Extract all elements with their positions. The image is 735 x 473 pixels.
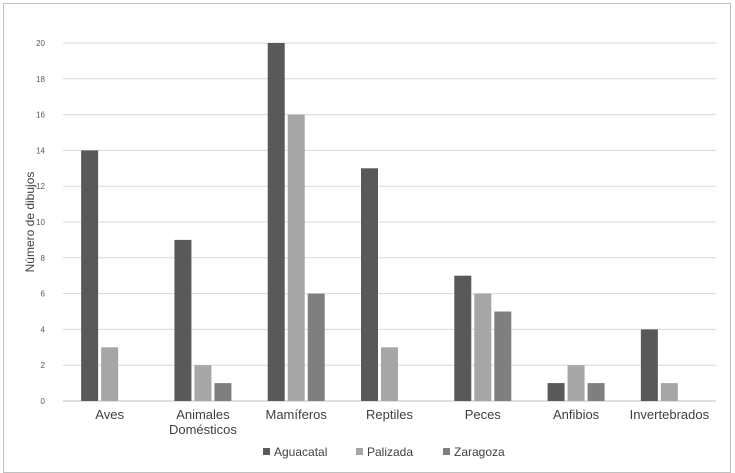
y-axis-title: Número de dibujos xyxy=(23,172,37,273)
legend-label-aguacatal: Aguacatal xyxy=(274,445,327,459)
x-tick-label: Peces xyxy=(465,407,502,422)
x-tick-label: Anfibios xyxy=(553,407,600,422)
y-tick-label: 0 xyxy=(41,397,46,406)
y-tick-label: 12 xyxy=(36,182,45,191)
bar-palizada-1 xyxy=(194,365,212,401)
legend-swatch-zaragoza xyxy=(443,448,450,455)
bar-zaragoza-1 xyxy=(214,383,232,401)
legend-label-palizada: Palizada xyxy=(367,445,413,459)
x-tick-label: Invertebrados xyxy=(630,407,710,422)
y-tick-label: 14 xyxy=(36,146,45,155)
y-tick-label: 10 xyxy=(36,218,45,227)
legend-swatch-palizada xyxy=(356,448,363,455)
bar-palizada-5 xyxy=(567,365,585,401)
bar-zaragoza-2 xyxy=(307,293,325,401)
legend-swatch-aguacatal xyxy=(263,448,270,455)
bar-zaragoza-4 xyxy=(494,311,512,401)
y-tick-label: 6 xyxy=(41,290,46,299)
y-tick-label: 20 xyxy=(36,39,45,48)
bar-aguacatal-4 xyxy=(454,275,472,401)
x-tick-label: Reptiles xyxy=(366,407,413,422)
legend-label-zaragoza: Zaragoza xyxy=(454,445,505,459)
bar-palizada-0 xyxy=(101,347,119,401)
y-tick-label: 16 xyxy=(36,111,45,120)
x-tick-label: Aves xyxy=(95,407,124,422)
bar-aguacatal-3 xyxy=(361,168,378,401)
bar-palizada-6 xyxy=(660,383,678,401)
bar-aguacatal-0 xyxy=(81,150,99,401)
bar-aguacatal-2 xyxy=(267,43,285,401)
bar-aguacatal-6 xyxy=(640,329,658,401)
bar-palizada-4 xyxy=(474,293,492,401)
y-tick-label: 4 xyxy=(41,325,46,334)
bar-aguacatal-5 xyxy=(547,383,565,401)
bar-palizada-3 xyxy=(381,347,398,401)
x-tick-label: Mamíferos xyxy=(266,407,328,422)
y-tick-label: 18 xyxy=(36,75,45,84)
bar-aguacatal-1 xyxy=(174,239,192,401)
x-tick-label: Domésticos xyxy=(169,422,237,437)
bar-palizada-2 xyxy=(287,114,305,401)
bar-zaragoza-5 xyxy=(587,383,605,401)
y-tick-label: 8 xyxy=(41,254,46,263)
x-tick-label: Animales xyxy=(176,407,230,422)
y-tick-label: 2 xyxy=(41,361,46,370)
